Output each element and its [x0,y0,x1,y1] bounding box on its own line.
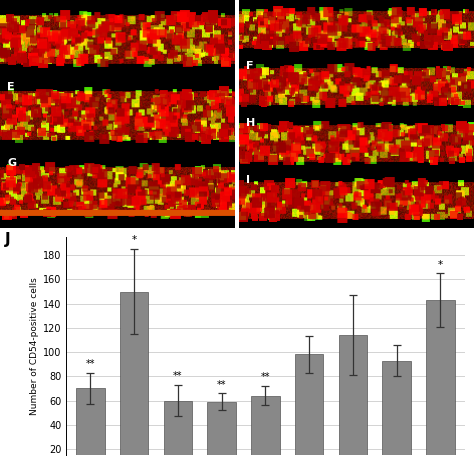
Text: **: ** [217,380,227,390]
Text: **: ** [261,373,270,383]
Bar [120,292,148,473]
Text: J: J [5,232,10,247]
Bar [164,401,192,473]
Text: F: F [246,62,254,72]
Text: H: H [246,118,255,128]
Text: I: I [246,175,250,185]
Y-axis label: Number of CD54-positive cells: Number of CD54-positive cells [30,277,39,415]
Text: **: ** [173,371,182,381]
Text: *: * [132,236,137,246]
Bar [208,402,236,473]
Text: **: ** [86,359,95,369]
Bar [76,388,105,473]
Text: G: G [7,158,16,168]
Text: *: * [438,260,443,270]
Bar [426,300,455,473]
Bar [339,335,367,473]
Bar [295,355,323,473]
Text: E: E [7,82,15,92]
Bar [251,396,280,473]
Bar [383,361,411,473]
